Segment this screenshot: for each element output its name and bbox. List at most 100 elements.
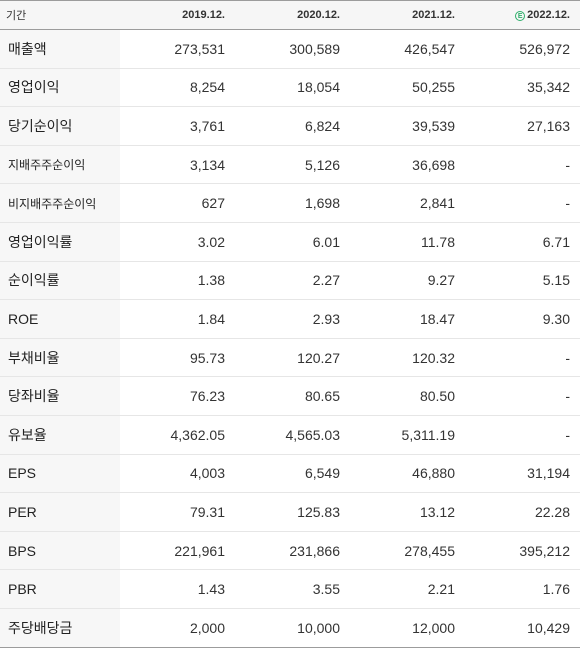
row-value: 231,866 [235,531,350,571]
table-row: BPS 221,961 231,866 278,455 395,212 [0,531,580,571]
table-row: ROE 1.84 2.93 18.47 9.30 [0,299,580,339]
table-row: 유보율 4,362.05 4,565.03 5,311.19- [0,415,580,455]
table-row: 영업이익 8,254 18,054 50,255 35,342 [0,68,580,108]
row-value: 80.65 [235,376,350,416]
row-value: 120.27 [235,337,350,378]
row-value: - [465,415,580,455]
row-value: 79.31 [120,492,235,532]
row-value: 221,961 [120,531,235,571]
row-value: 80.50 [350,376,465,416]
table-row: 매출액 273,531 300,589 426,547 526,972 [0,29,580,69]
row-value: 46,880 [350,453,465,494]
row-value: 4,362.05 [120,415,235,455]
row-value: 6,824 [235,106,350,146]
row-value: 426,547 [350,29,465,69]
row-value: 31,194 [465,453,580,494]
row-value: 2.93 [235,299,350,339]
row-value: 9.30 [465,299,580,339]
table-row: 순이익률 1.38 2.27 9.27 5.15 [0,261,580,301]
row-label: 지배주주순이익 [0,145,120,185]
table-row: 비지배주주순이익 627 1,698 2,841- [0,183,580,223]
table-row: 당좌비율 76.23 80.65 80.50- [0,376,580,416]
row-value: 3.02 [120,221,235,262]
row-value: 11.78 [350,221,465,262]
table-row: 주당배당금 2,000 10,000 12,000 10,429 [0,607,580,648]
row-value: - [465,376,580,416]
row-value: 13.12 [350,492,465,532]
row-value: 76.23 [120,376,235,416]
header-row: 기간 2019.12. 2020.12. 2021.12. E 2022.12. [0,0,580,30]
row-value: 9.27 [350,261,465,301]
row-value: 5,126 [235,145,350,185]
table-row: 영업이익률 3.02 6.01 11.78 6.71 [0,221,580,262]
row-value: 6,549 [235,453,350,494]
row-label: PBR [0,569,120,609]
row-label: BPS [0,531,120,571]
row-label: EPS [0,453,120,494]
row-value: 273,531 [120,29,235,69]
row-label: 당기순이익 [0,106,120,146]
table-row: 당기순이익 3,761 6,824 39,539 27,163 [0,106,580,146]
table-row: EPS 4,003 6,549 46,880 31,194 [0,453,580,494]
row-value: 2,841 [350,183,465,223]
table-header: 기간 2019.12. 2020.12. 2021.12. E 2022.12. [0,0,580,30]
table-row: PBR 1.43 3.55 2.21 1.76 [0,569,580,609]
row-value: 1.76 [465,569,580,609]
row-label: 영업이익률 [0,221,120,262]
period-header: 기간 [0,0,120,30]
row-value: 120.32 [350,337,465,378]
year-header: 2021.12. [350,0,465,30]
row-value: 12,000 [350,607,465,648]
row-value: 27,163 [465,106,580,146]
row-value: 2,000 [120,607,235,648]
row-value: 35,342 [465,68,580,108]
row-label: 매출액 [0,29,120,69]
row-label: 영업이익 [0,68,120,108]
table-row: 지배주주순이익 3,134 5,126 36,698- [0,145,580,185]
row-value: 3,134 [120,145,235,185]
year-header: 2020.12. [235,0,350,30]
row-value: 50,255 [350,68,465,108]
row-value: 22.28 [465,492,580,532]
table-body: 매출액 273,531 300,589 426,547 526,972 영업이익 8,254… [0,29,580,648]
row-value: 627 [120,183,235,223]
row-value: 18.47 [350,299,465,339]
row-value: 36,698 [350,145,465,185]
row-label: 주당배당금 [0,607,120,648]
row-label: 비지배주주순이익 [0,183,120,223]
row-value: 125.83 [235,492,350,532]
row-value: 4,565.03 [235,415,350,455]
year-header-label: 2022.12. [527,9,570,21]
row-value: 300,589 [235,29,350,69]
row-value: 2.21 [350,569,465,609]
row-value: - [465,145,580,185]
row-value: 395,212 [465,531,580,571]
row-label: PER [0,492,120,532]
row-value: 6.01 [235,221,350,262]
row-value: 4,003 [120,453,235,494]
row-value: 10,000 [235,607,350,648]
row-value: 5,311.19 [350,415,465,455]
row-value: 1,698 [235,183,350,223]
row-value: 2.27 [235,261,350,301]
row-label: 당좌비율 [0,376,120,416]
row-value: 3.55 [235,569,350,609]
row-value: 1.84 [120,299,235,339]
row-value: 39,539 [350,106,465,146]
row-value: 278,455 [350,531,465,571]
row-value: 1.43 [120,569,235,609]
row-value: 95.73 [120,337,235,378]
table-row: 부채비율 95.73 120.27 120.32- [0,337,580,378]
row-value: 10,429 [465,607,580,648]
row-value: 18,054 [235,68,350,108]
year-header-estimate: E 2022.12. [465,0,580,30]
row-value: 526,972 [465,29,580,69]
row-label: ROE [0,299,120,339]
year-header: 2019.12. [120,0,235,30]
row-value: 8,254 [120,68,235,108]
row-value: 5.15 [465,261,580,301]
row-label: 부채비율 [0,337,120,378]
row-value: - [465,183,580,223]
row-value: 1.38 [120,261,235,301]
